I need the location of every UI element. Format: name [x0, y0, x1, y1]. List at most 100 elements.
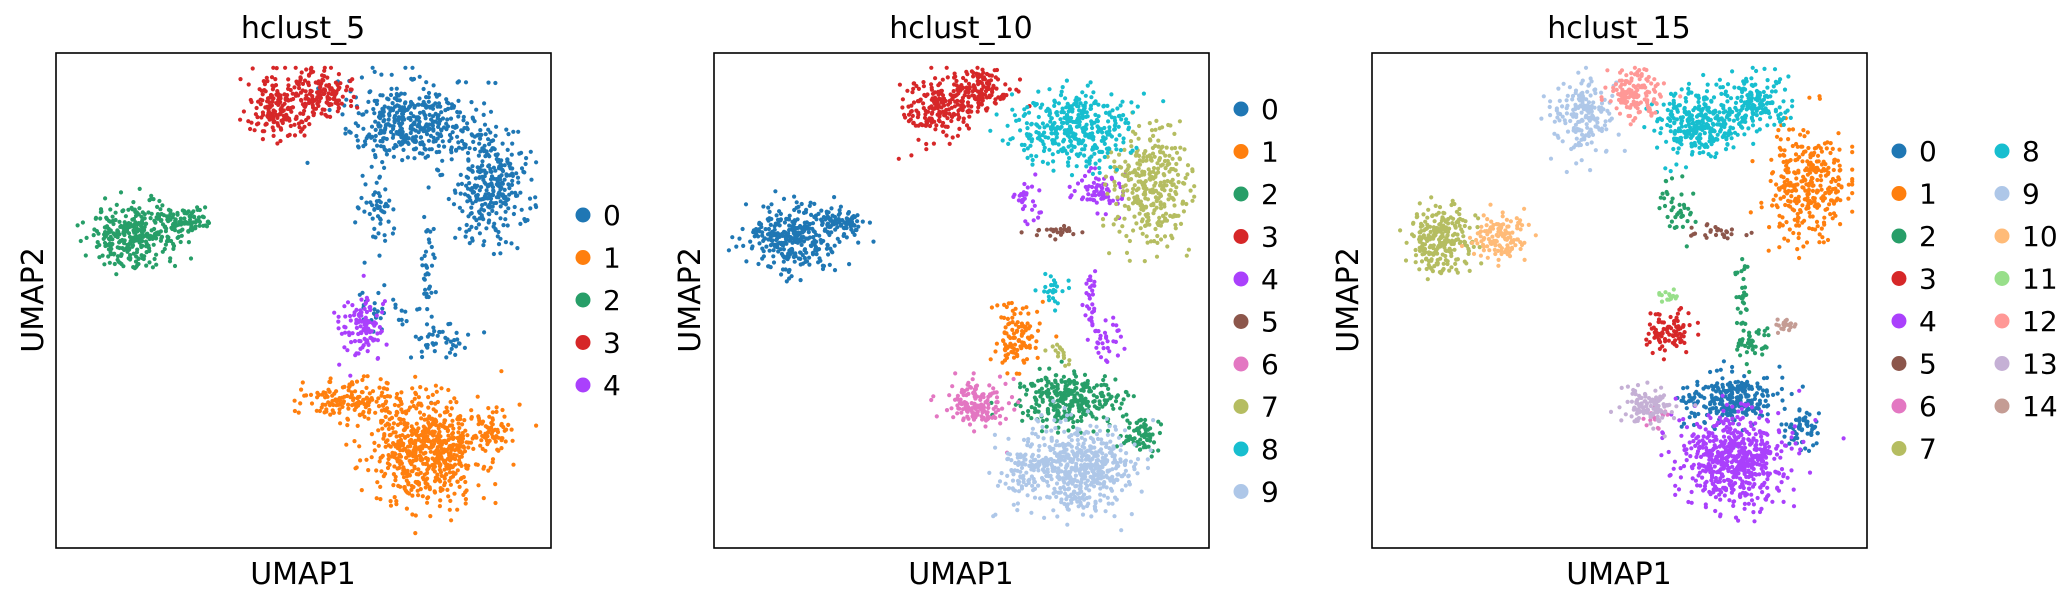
scatter-point: [355, 105, 360, 110]
scatter-point: [1045, 290, 1050, 295]
scatter-point: [796, 204, 801, 209]
scatter-point: [134, 221, 139, 226]
scatter-point: [372, 138, 377, 143]
scatter-point: [911, 100, 917, 105]
scatter-point: [1055, 301, 1060, 306]
scatter-point: [1181, 209, 1186, 214]
scatter-point: [842, 232, 847, 237]
scatter-point: [481, 496, 486, 501]
scatter-point: [305, 160, 310, 165]
scatter-point: [1007, 87, 1012, 92]
scatter-point: [1045, 161, 1050, 166]
scatter-point: [371, 148, 376, 153]
scatter-point: [452, 188, 457, 193]
scatter-point: [782, 220, 788, 225]
scatter-point: [372, 307, 377, 312]
scatter-point: [1153, 174, 1158, 179]
scatter-point: [994, 390, 999, 395]
scatter-point: [431, 127, 436, 132]
scatter-point: [1180, 199, 1186, 204]
scatter-point: [319, 111, 324, 116]
scatter-point: [341, 399, 346, 404]
scatter-point: [1136, 186, 1141, 191]
scatter-point: [454, 330, 459, 335]
scatter-point: [987, 95, 992, 100]
scatter-point: [1077, 119, 1082, 124]
scatter-point: [960, 86, 965, 91]
scatter-point: [490, 417, 495, 422]
scatter-point: [421, 129, 426, 134]
scatter-point: [354, 351, 359, 356]
scatter-point: [385, 465, 391, 471]
scatter-point: [268, 105, 273, 110]
scatter-point: [1047, 147, 1052, 152]
scatter-point: [807, 262, 812, 267]
scatter-point: [1022, 384, 1027, 389]
scatter-point: [1148, 426, 1153, 431]
scatter-point: [381, 386, 386, 391]
scatter-point: [1025, 335, 1031, 340]
scatter-point: [1114, 147, 1119, 152]
scatter-point: [172, 263, 178, 269]
scatter-point: [445, 117, 450, 122]
scatter-point: [760, 246, 765, 251]
scatter-point: [1115, 328, 1120, 333]
scatter-point: [449, 346, 454, 351]
scatter-point: [1002, 347, 1008, 352]
scatter-point: [1074, 381, 1079, 386]
scatter-point: [798, 223, 803, 229]
scatter-point: [1173, 189, 1178, 195]
scatter-point: [1082, 173, 1088, 179]
scatter-point: [1192, 194, 1197, 199]
scatter-point: [496, 242, 502, 247]
scatter-point: [416, 493, 421, 498]
scatter-point: [271, 133, 276, 138]
scatter-point: [784, 279, 789, 284]
scatter-point: [482, 143, 487, 148]
scatter-point: [338, 421, 343, 426]
scatter-point: [278, 100, 283, 105]
scatter-point: [410, 399, 415, 404]
scatter-point: [1127, 434, 1132, 439]
scatter-point: [144, 221, 149, 226]
scatter-point: [276, 123, 281, 128]
scatter-point: [318, 85, 323, 90]
scatter-point: [744, 259, 749, 264]
scatter-point: [406, 116, 411, 121]
scatter-point: [1130, 148, 1135, 153]
scatter-point: [971, 371, 976, 376]
scatter-point: [1069, 148, 1074, 153]
scatter-point: [312, 98, 317, 103]
scatter-point: [192, 215, 197, 220]
scatter-point: [417, 445, 422, 450]
scatter-point: [757, 241, 762, 246]
scatter-point: [905, 88, 910, 93]
scatter-point: [1081, 195, 1086, 200]
scatter-point: [853, 227, 858, 233]
scatter-point: [197, 223, 202, 228]
scatter-point: [871, 239, 876, 244]
scatter-point: [427, 284, 432, 289]
scatter-point: [448, 147, 454, 152]
scatter-point: [378, 497, 383, 502]
legend-item: 4: [575, 369, 621, 402]
scatter-point: [1057, 126, 1062, 131]
scatter-point: [1147, 121, 1152, 126]
scatter-point: [1048, 227, 1054, 232]
scatter-point: [1036, 89, 1041, 94]
scatter-point: [479, 132, 484, 137]
scatter-point: [1035, 309, 1040, 314]
scatter-point: [1185, 172, 1190, 177]
scatter-point: [1054, 334, 1059, 339]
scatter-point: [1064, 393, 1069, 399]
scatter-point: [969, 109, 974, 114]
scatter-point: [814, 252, 819, 257]
scatter-point: [402, 117, 407, 122]
scatter-point: [1119, 165, 1124, 170]
scatter-point: [1176, 180, 1181, 185]
scatter-point: [828, 216, 833, 221]
scatter-point: [399, 91, 404, 96]
scatter-point: [832, 268, 838, 273]
scatter-point: [1186, 247, 1191, 252]
scatter-point: [1012, 342, 1018, 347]
